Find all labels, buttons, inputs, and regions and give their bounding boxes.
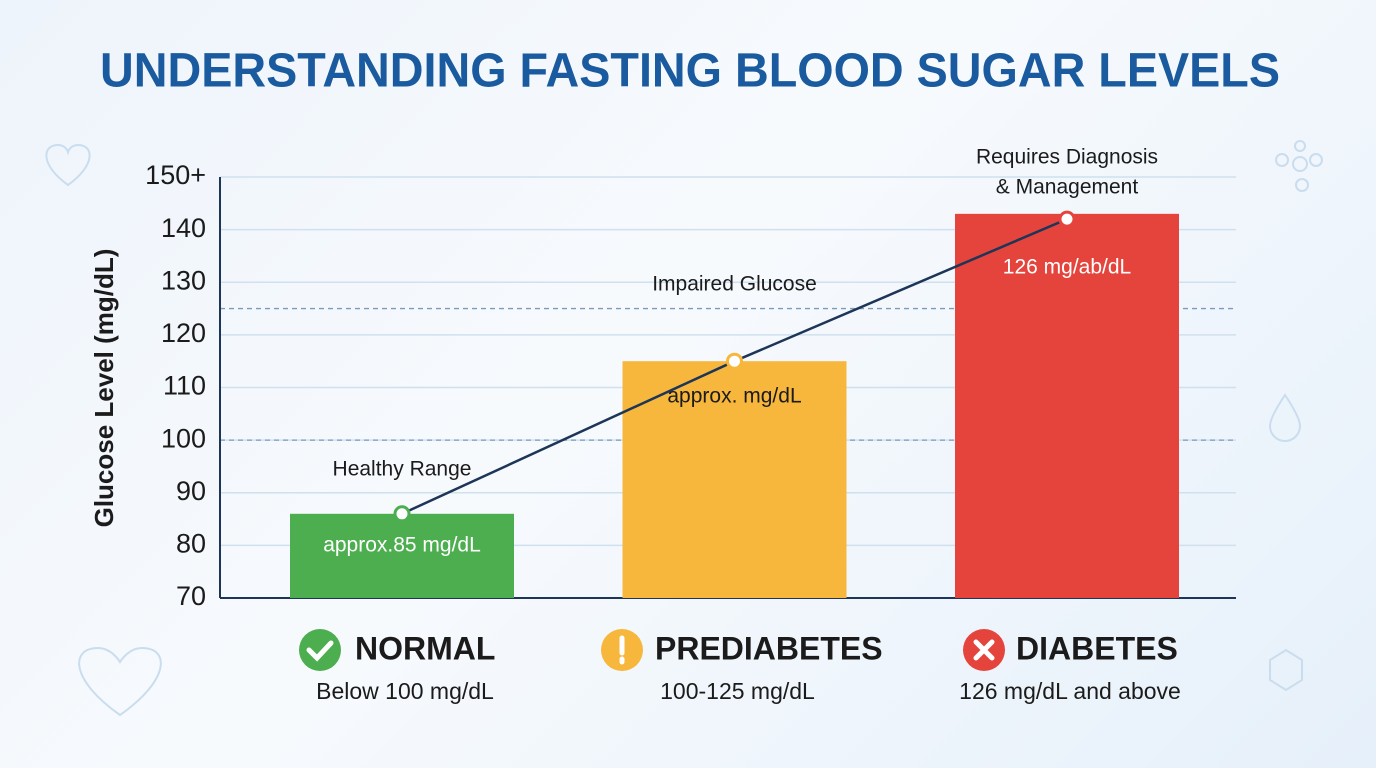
category-label: NORMAL — [355, 630, 495, 666]
icon-symbol — [306, 640, 334, 662]
chart-title: UNDERSTANDING FASTING BLOOD SUGAR LEVELS — [100, 45, 1280, 98]
category-icon — [963, 629, 1005, 671]
y-tick-label: 110 — [163, 371, 206, 401]
bar-text: approx. mg/dL — [667, 385, 801, 408]
trend-point — [393, 505, 411, 523]
category-label: DIABETES — [1016, 630, 1178, 666]
category-icon — [299, 629, 341, 671]
y-tick-label: 70 — [176, 581, 206, 611]
annotation: Requires Diagnosis — [976, 146, 1158, 169]
hex-icon — [1269, 648, 1303, 692]
y-tick-label: 100 — [161, 423, 206, 453]
drop-icon — [1268, 393, 1302, 442]
y-tick-label: 120 — [161, 318, 206, 348]
category-note: 126 mg/dL and above — [959, 678, 1181, 704]
y-tick-label: 150+ — [145, 160, 206, 190]
y-tick-label: 130 — [161, 265, 206, 295]
bar — [955, 213, 1179, 598]
y-tick-label: 90 — [176, 476, 206, 506]
category-icon — [601, 629, 643, 671]
bar — [622, 361, 847, 598]
annotation: Healthy Range — [333, 458, 472, 481]
annotation: & Management — [996, 176, 1139, 199]
bar-text: approx.85 mg/dL — [323, 534, 481, 557]
icon-symbol — [973, 639, 995, 661]
trend-point — [1058, 210, 1076, 228]
bar-text: 126 mg/ab/dL — [1003, 256, 1131, 279]
icon-circle — [299, 629, 341, 671]
category-label: PREDIABETES — [655, 630, 883, 666]
molecule-icon — [1292, 156, 1308, 172]
y-axis-label: Glucose Level (mg/dL) — [89, 249, 119, 528]
decor — [45, 140, 1323, 717]
category-note: Below 100 mg/dL — [316, 678, 494, 704]
bar — [290, 513, 514, 598]
trend-point — [726, 352, 743, 370]
y-tick-label: 80 — [176, 529, 206, 559]
heart-icon-2 — [78, 646, 162, 717]
heart-icon — [45, 143, 91, 187]
y-tick-label: 140 — [161, 213, 206, 243]
annotation: Impaired Glucose — [652, 273, 817, 296]
category-note: 100-125 mg/dL — [660, 678, 815, 704]
